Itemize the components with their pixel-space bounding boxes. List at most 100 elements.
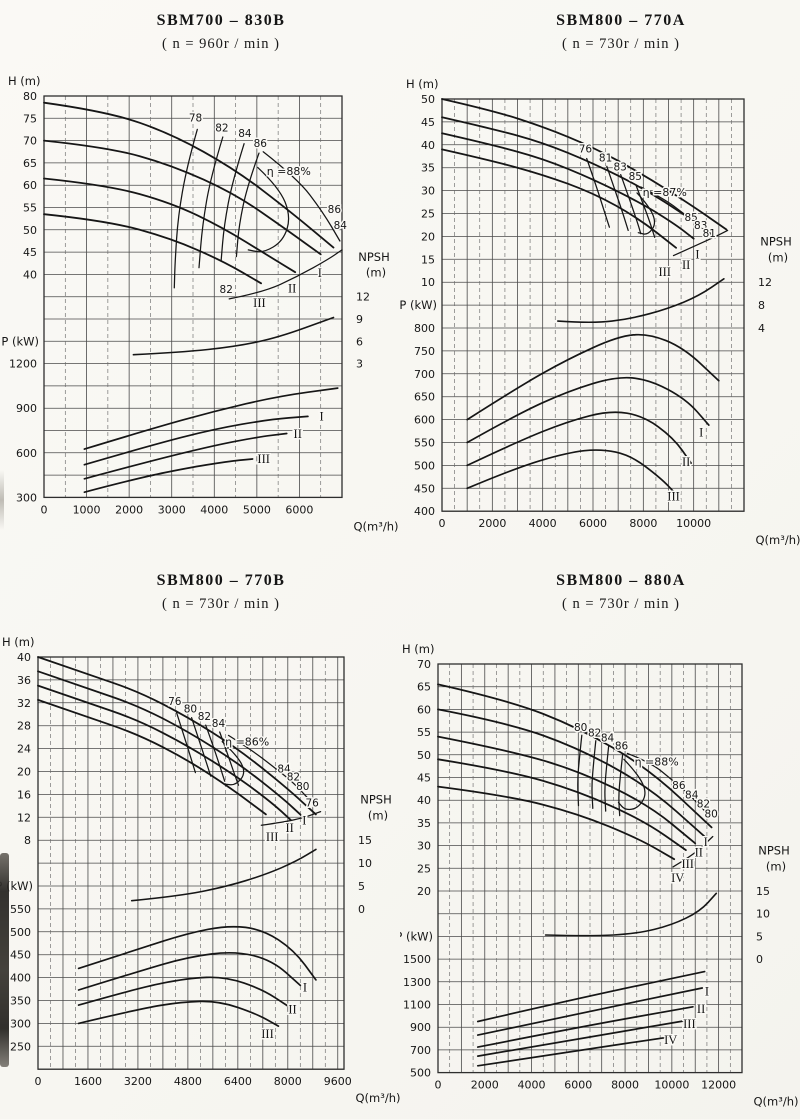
svg-text:1000: 1000 bbox=[73, 503, 101, 516]
svg-text:40: 40 bbox=[421, 139, 435, 152]
svg-text:20: 20 bbox=[17, 766, 31, 779]
svg-text:350: 350 bbox=[10, 995, 31, 1008]
svg-text:82: 82 bbox=[287, 772, 300, 784]
chart-subtitle: ( n = 730r / min ) bbox=[562, 596, 680, 612]
svg-text:10000: 10000 bbox=[676, 517, 711, 530]
svg-text:500: 500 bbox=[10, 926, 31, 939]
chart-subtitle: ( n = 730r / min ) bbox=[562, 36, 680, 52]
svg-text:8: 8 bbox=[758, 299, 765, 312]
svg-text:20: 20 bbox=[421, 230, 435, 243]
svg-text:50: 50 bbox=[417, 749, 431, 762]
pump-curves-canvas-sbm800-880a: 7065605550454035302520150013001100900700… bbox=[400, 642, 799, 1109]
svg-text:6000: 6000 bbox=[285, 503, 313, 516]
svg-text:4800: 4800 bbox=[174, 1075, 202, 1088]
svg-text:450: 450 bbox=[414, 482, 435, 495]
svg-text:300: 300 bbox=[10, 1017, 31, 1030]
svg-text:600: 600 bbox=[414, 414, 435, 427]
svg-text:75: 75 bbox=[23, 112, 37, 125]
chart-title: SBM800 – 770B bbox=[156, 572, 286, 589]
svg-text:NPSH: NPSH bbox=[760, 235, 792, 249]
chart-sbm800-770a: SBM800 – 770A ( n = 730r / min ) 50 45 40 3… bbox=[400, 0, 800, 560]
svg-text:η =87%: η =87% bbox=[643, 186, 687, 199]
svg-text:45: 45 bbox=[417, 772, 431, 785]
svg-text:4000: 4000 bbox=[200, 503, 228, 516]
chart-title: SBM700 – 830B bbox=[156, 12, 286, 29]
svg-text:I: I bbox=[319, 410, 323, 424]
svg-text:83: 83 bbox=[694, 220, 707, 232]
svg-text:5: 5 bbox=[358, 880, 365, 893]
svg-text:3200: 3200 bbox=[124, 1075, 152, 1088]
svg-text:4000: 4000 bbox=[529, 517, 557, 530]
svg-text:700: 700 bbox=[414, 368, 435, 381]
svg-text:8000: 8000 bbox=[274, 1075, 302, 1088]
svg-text:II: II bbox=[286, 821, 294, 835]
svg-text:1600: 1600 bbox=[74, 1075, 102, 1088]
svg-text:P (kW): P (kW) bbox=[400, 298, 437, 312]
svg-text:450: 450 bbox=[10, 949, 31, 962]
svg-text:81: 81 bbox=[703, 228, 716, 240]
svg-text:12000: 12000 bbox=[701, 1079, 736, 1092]
svg-text:250: 250 bbox=[10, 1040, 31, 1053]
svg-text:12: 12 bbox=[758, 276, 772, 289]
svg-text:25: 25 bbox=[421, 208, 435, 221]
svg-text:30: 30 bbox=[417, 840, 431, 853]
chart-sbm800-880a: SBM800 – 880A ( n = 730r / min ) 70 65 60 5… bbox=[400, 560, 800, 1120]
svg-text:III: III bbox=[681, 857, 694, 871]
chart-subtitle: ( n = 960r / min ) bbox=[162, 36, 280, 52]
chart-subtitle: ( n = 730r / min ) bbox=[162, 596, 280, 612]
svg-text:Q(m³/h): Q(m³/h) bbox=[355, 1091, 400, 1105]
svg-text:III: III bbox=[261, 1027, 274, 1041]
svg-text:9600: 9600 bbox=[324, 1075, 352, 1088]
svg-text:10: 10 bbox=[756, 908, 770, 921]
svg-text:10000: 10000 bbox=[654, 1079, 689, 1092]
svg-text:III: III bbox=[266, 830, 279, 844]
svg-text:80: 80 bbox=[23, 90, 37, 103]
svg-text:55: 55 bbox=[23, 202, 37, 215]
svg-text:P (kW): P (kW) bbox=[400, 929, 433, 943]
svg-text:II: II bbox=[288, 1003, 296, 1017]
svg-text:84: 84 bbox=[601, 733, 615, 745]
svg-text:9: 9 bbox=[356, 313, 363, 326]
svg-text:I: I bbox=[699, 425, 703, 439]
svg-text:550: 550 bbox=[10, 903, 31, 916]
svg-text:0: 0 bbox=[358, 903, 365, 916]
svg-text:15: 15 bbox=[421, 253, 435, 266]
svg-text:3000: 3000 bbox=[158, 503, 186, 516]
svg-text:6000: 6000 bbox=[579, 517, 607, 530]
svg-text:500: 500 bbox=[410, 1067, 431, 1080]
svg-text:0: 0 bbox=[35, 1075, 42, 1088]
svg-text:NPSH: NPSH bbox=[758, 844, 790, 858]
svg-text:III: III bbox=[658, 265, 671, 279]
svg-text:12: 12 bbox=[356, 291, 370, 304]
svg-text:8: 8 bbox=[24, 834, 31, 847]
svg-text:1100: 1100 bbox=[403, 999, 431, 1012]
chart-sbm800-770b: SBM800 – 770B ( n = 730r / min ) 40 36 32 2… bbox=[0, 560, 400, 1120]
svg-text:35: 35 bbox=[417, 817, 431, 830]
svg-text:900: 900 bbox=[410, 1021, 431, 1034]
svg-text:I: I bbox=[705, 984, 709, 998]
svg-text:32: 32 bbox=[17, 697, 31, 710]
svg-text:70: 70 bbox=[23, 135, 37, 148]
svg-text:85: 85 bbox=[629, 171, 642, 183]
svg-text:80: 80 bbox=[574, 722, 587, 734]
svg-text:4000: 4000 bbox=[518, 1079, 546, 1092]
svg-text:45: 45 bbox=[23, 246, 37, 259]
svg-text:40: 40 bbox=[17, 651, 31, 664]
svg-text:NPSH: NPSH bbox=[358, 250, 390, 264]
svg-text:3: 3 bbox=[356, 358, 363, 371]
svg-text:80: 80 bbox=[296, 781, 309, 793]
svg-text:78: 78 bbox=[189, 112, 202, 124]
svg-text:I: I bbox=[704, 835, 708, 849]
svg-text:II: II bbox=[294, 427, 302, 441]
svg-text:(m): (m) bbox=[766, 860, 786, 874]
svg-text:81: 81 bbox=[599, 153, 612, 165]
svg-text:0: 0 bbox=[756, 953, 763, 966]
svg-text:H (m): H (m) bbox=[406, 77, 438, 91]
svg-text:900: 900 bbox=[16, 402, 37, 415]
svg-text:η =88%: η =88% bbox=[267, 165, 311, 178]
svg-text:2000: 2000 bbox=[115, 503, 143, 516]
svg-text:800: 800 bbox=[414, 322, 435, 335]
svg-text:I: I bbox=[303, 981, 307, 995]
svg-text:65: 65 bbox=[23, 157, 37, 170]
svg-text:86: 86 bbox=[328, 204, 342, 216]
